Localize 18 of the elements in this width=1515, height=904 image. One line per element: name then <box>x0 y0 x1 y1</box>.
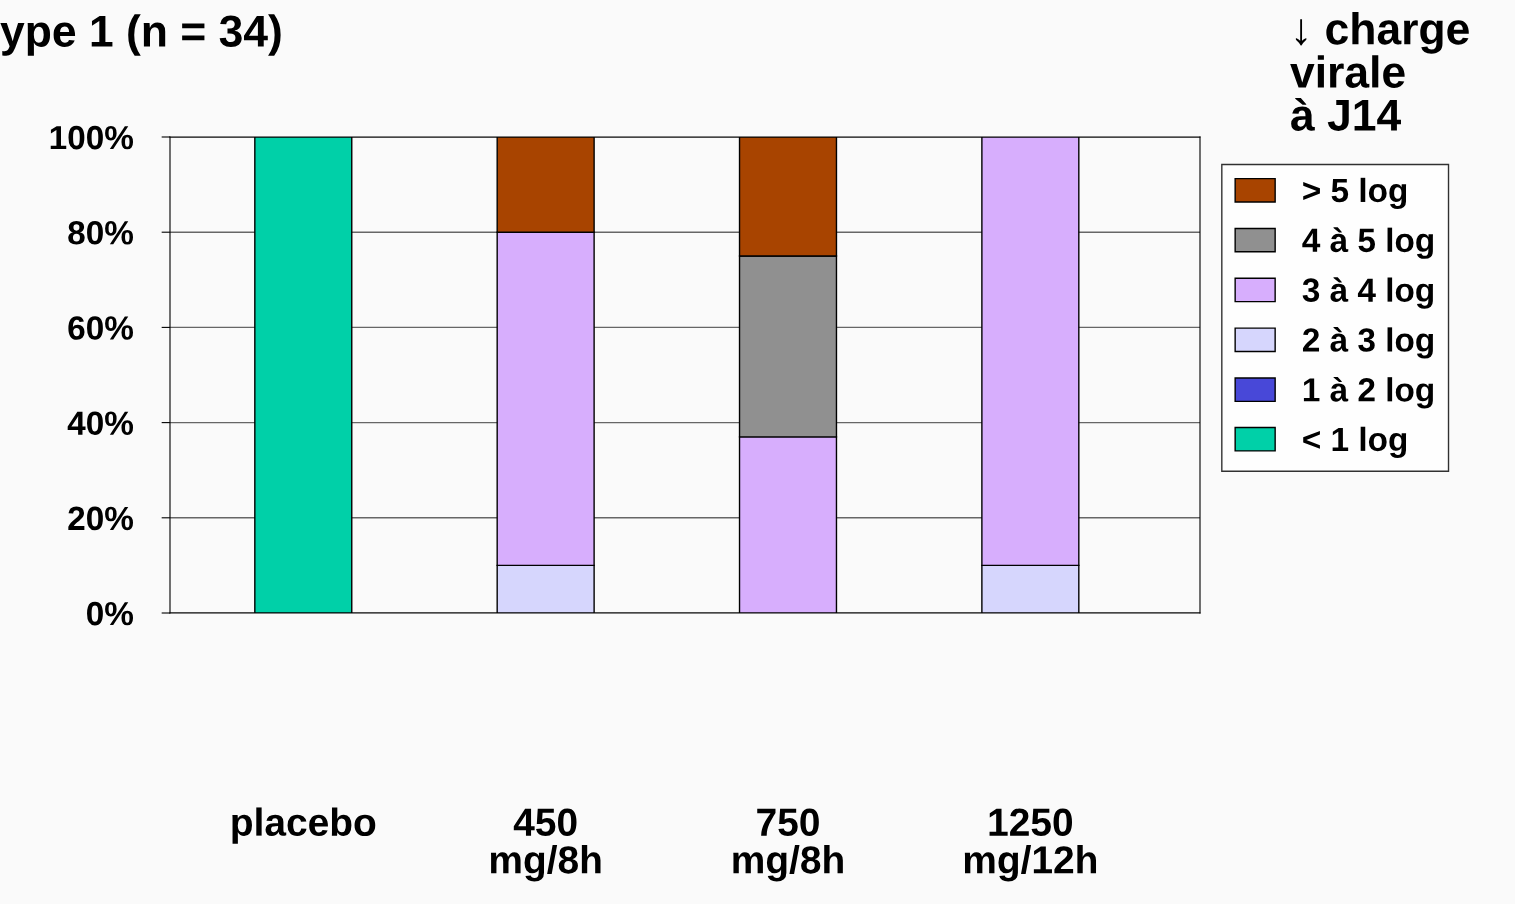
x-tick-label: 450 mg/8h <box>490 808 601 882</box>
y-tick-label: 60% <box>68 316 134 340</box>
y-tick-label: 20% <box>68 506 134 531</box>
x-tick-label: placebo <box>232 807 376 844</box>
legend-title: ↓ charge virale à J14 <box>1290 12 1469 131</box>
legend-label: 1 à 2 log <box>1303 376 1433 409</box>
legend-label: 3 à 4 log <box>1302 277 1433 309</box>
x-tick-label: 1250 mg/12h <box>964 808 1097 882</box>
chart-title: ype 1 (n = 34) <box>0 14 281 56</box>
legend-label: > 5 log <box>1303 177 1407 210</box>
y-tick-label: 80% <box>68 221 134 245</box>
legend-label: < 1 log <box>1303 426 1407 458</box>
legend-label: 2 à 3 log <box>1302 327 1433 359</box>
x-tick-label: 750 mg/8h <box>733 808 843 882</box>
legend-label: 4 à 5 log <box>1302 227 1433 259</box>
y-tick-label: 100% <box>50 125 134 150</box>
y-tick-label: 40% <box>67 411 134 436</box>
y-tick-label: 0% <box>87 601 134 626</box>
